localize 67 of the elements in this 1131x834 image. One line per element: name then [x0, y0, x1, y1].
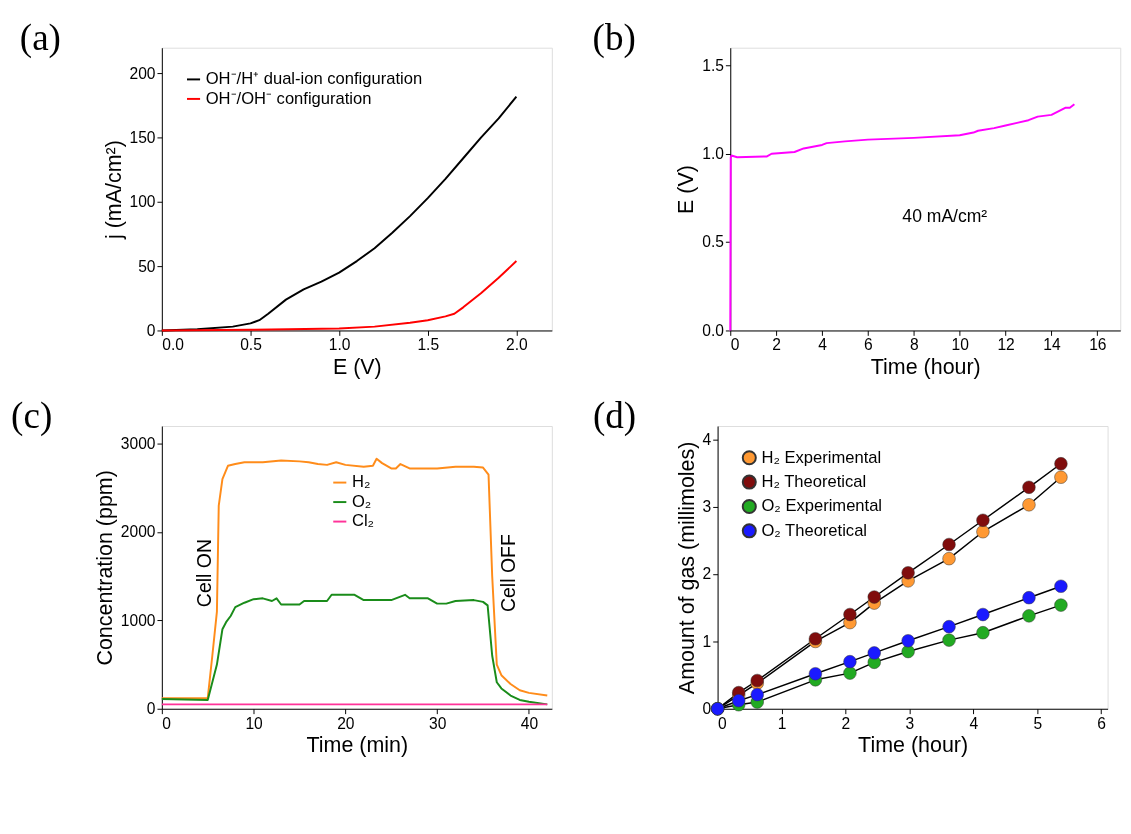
x-tick-label: 10 [951, 336, 970, 354]
x-axis-title: Time (min) [306, 733, 409, 758]
legend-label: H₂ Theoretical [761, 471, 867, 491]
legend-label: OH⁻/H⁺ dual-ion configuration [205, 69, 423, 89]
chart-title: (b) [592, 16, 636, 59]
x-tick-label: 4 [969, 714, 979, 732]
legend-label: Cl₂ [351, 511, 375, 531]
x-tick-label: 0.0 [162, 336, 185, 354]
x-tick-label: 40 [520, 714, 539, 732]
y-tick-label: 3 [702, 498, 712, 516]
annotation: Cell OFF [496, 533, 519, 613]
y-tick-label: 1.5 [702, 56, 725, 74]
y-tick-label: 0 [146, 321, 156, 339]
x-tick-label: 2.0 [506, 336, 529, 354]
y-tick-label: 0 [702, 700, 712, 718]
x-tick-label: 10 [245, 714, 264, 732]
x-tick-label: 2 [841, 714, 851, 732]
chart-title: (a) [19, 16, 61, 59]
chart-title: (d) [592, 394, 637, 437]
y-tick-label: 200 [129, 64, 156, 82]
x-tick-label: 0 [730, 336, 740, 354]
x-tick-label: 2 [772, 336, 781, 354]
y-tick-label: 3000 [120, 435, 156, 453]
x-axis-title: Time (hour) [870, 354, 981, 379]
x-tick-label: 1 [777, 714, 787, 732]
annotation: 40 mA/cm² [902, 206, 988, 227]
x-tick-label: 14 [1043, 336, 1061, 354]
legend-label: O₂ Theoretical [761, 520, 868, 540]
x-tick-label: 6 [864, 336, 873, 354]
legend-label: O₂ Experimental [761, 496, 883, 516]
x-tick-label: 16 [1089, 336, 1107, 354]
y-tick-label: 2000 [120, 523, 156, 541]
y-axis-title: Concentration (ppm) [93, 470, 118, 666]
y-axis-title: Amount of gas (millimoles) [674, 441, 699, 695]
y-tick-label: 100 [129, 193, 156, 211]
legend-label: H₂ Experimental [761, 447, 882, 467]
x-tick-label: 4 [818, 336, 828, 354]
x-tick-label: 0 [162, 714, 172, 732]
x-axis-title: Time (hour) [858, 733, 969, 758]
y-tick-label: 1 [702, 632, 712, 650]
legend-label: OH⁻/OH⁻ configuration [205, 88, 372, 108]
y-tick-label: 1.0 [702, 145, 725, 163]
chart-title: (c) [11, 394, 53, 437]
x-tick-label: 0.5 [240, 336, 263, 354]
x-tick-label: 20 [337, 714, 355, 732]
y-tick-label: 2 [702, 565, 712, 583]
y-axis-title: E (V) [674, 165, 699, 215]
legend-label: H₂ [351, 472, 371, 492]
annotation: Cell ON [192, 538, 215, 608]
x-tick-label: 3 [905, 714, 915, 732]
x-tick-label: 8 [909, 336, 919, 354]
y-tick-label: 1000 [120, 611, 156, 629]
x-tick-label: 12 [997, 336, 1015, 354]
y-tick-label: 150 [129, 129, 156, 147]
x-tick-label: 6 [1097, 714, 1107, 732]
x-tick-label: 30 [428, 714, 447, 732]
legend-label: O₂ [351, 491, 372, 511]
y-tick-label: 0 [146, 700, 156, 718]
x-tick-label: 1.0 [328, 336, 351, 354]
y-axis-title: j (mA/cm²) [101, 140, 126, 240]
y-tick-label: 50 [138, 257, 156, 275]
y-tick-label: 4 [702, 430, 712, 448]
x-tick-label: 5 [1033, 714, 1043, 732]
y-tick-label: 0.5 [702, 233, 725, 251]
y-tick-label: 0.0 [702, 321, 725, 339]
x-axis-title: E (V) [332, 354, 382, 379]
x-tick-label: 1.5 [417, 336, 440, 354]
